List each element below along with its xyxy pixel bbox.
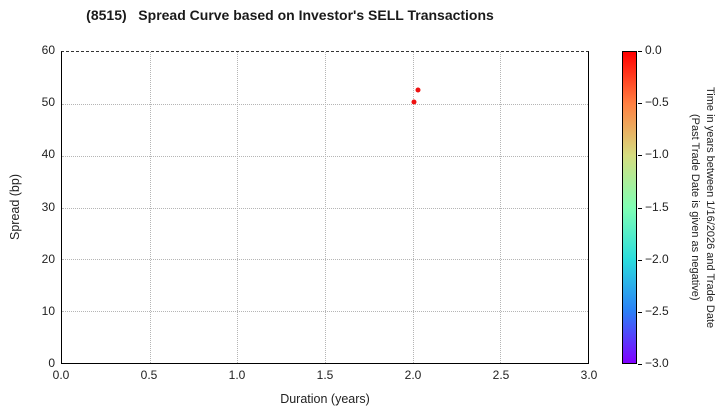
x-tick-label: 1.0 [228, 368, 246, 382]
colorbar-tick-label: −2.5 [645, 303, 669, 318]
colorbar-tick-label: −3.0 [645, 356, 669, 370]
colorbar-tick [638, 155, 642, 157]
y-tick-label: 30 [41, 199, 55, 214]
colorbar-label-line1: Time in years between 1/16/2026 and Trad… [704, 86, 716, 329]
x-tick-label: 0.0 [52, 368, 70, 382]
y-tick-label: 50 [41, 95, 55, 110]
colorbar-tick [638, 103, 642, 105]
y-tick-label: 60 [41, 43, 55, 57]
x-tick-label: 0.5 [140, 368, 158, 382]
colorbar [622, 51, 637, 364]
colorbar-tick [638, 311, 642, 313]
y-tick-label: 0 [48, 356, 55, 370]
y-gridline [62, 259, 588, 261]
x-tick-label: 2.0 [404, 368, 422, 382]
colorbar-label: Time in years between 1/16/2026 and Trad… [683, 51, 717, 364]
plot-area [61, 51, 589, 364]
colorbar-tick-label: 0.0 [645, 43, 662, 57]
x-axis-label: Duration (years) [280, 392, 370, 406]
data-point [411, 99, 417, 105]
chart-title: (8515) Spread Curve based on Investor's … [86, 7, 494, 23]
y-tick-label: 20 [41, 251, 55, 266]
y-tick-label: 40 [41, 147, 55, 162]
y-gridline [62, 103, 588, 105]
x-tick-label: 2.5 [492, 368, 510, 382]
y-gridline [62, 155, 588, 157]
colorbar-tick [638, 51, 642, 52]
colorbar-tick-label: −1.5 [645, 199, 669, 214]
colorbar-tick-label: −2.0 [645, 251, 669, 266]
y-tick-label: 10 [41, 303, 55, 318]
colorbar-tick [638, 207, 642, 209]
data-point [415, 87, 421, 93]
colorbar-tick [638, 364, 642, 365]
colorbar-tick-label: −1.0 [645, 147, 669, 162]
colorbar-label-line2: (Past Trade Date is given as negative) [689, 114, 701, 301]
colorbar-tick-label: −0.5 [645, 95, 669, 110]
y-gridline [62, 207, 588, 209]
x-tick-label: 3.0 [580, 368, 598, 382]
x-tick-label: 1.5 [316, 368, 334, 382]
colorbar-tick [638, 259, 642, 261]
y-gridline [62, 311, 588, 313]
